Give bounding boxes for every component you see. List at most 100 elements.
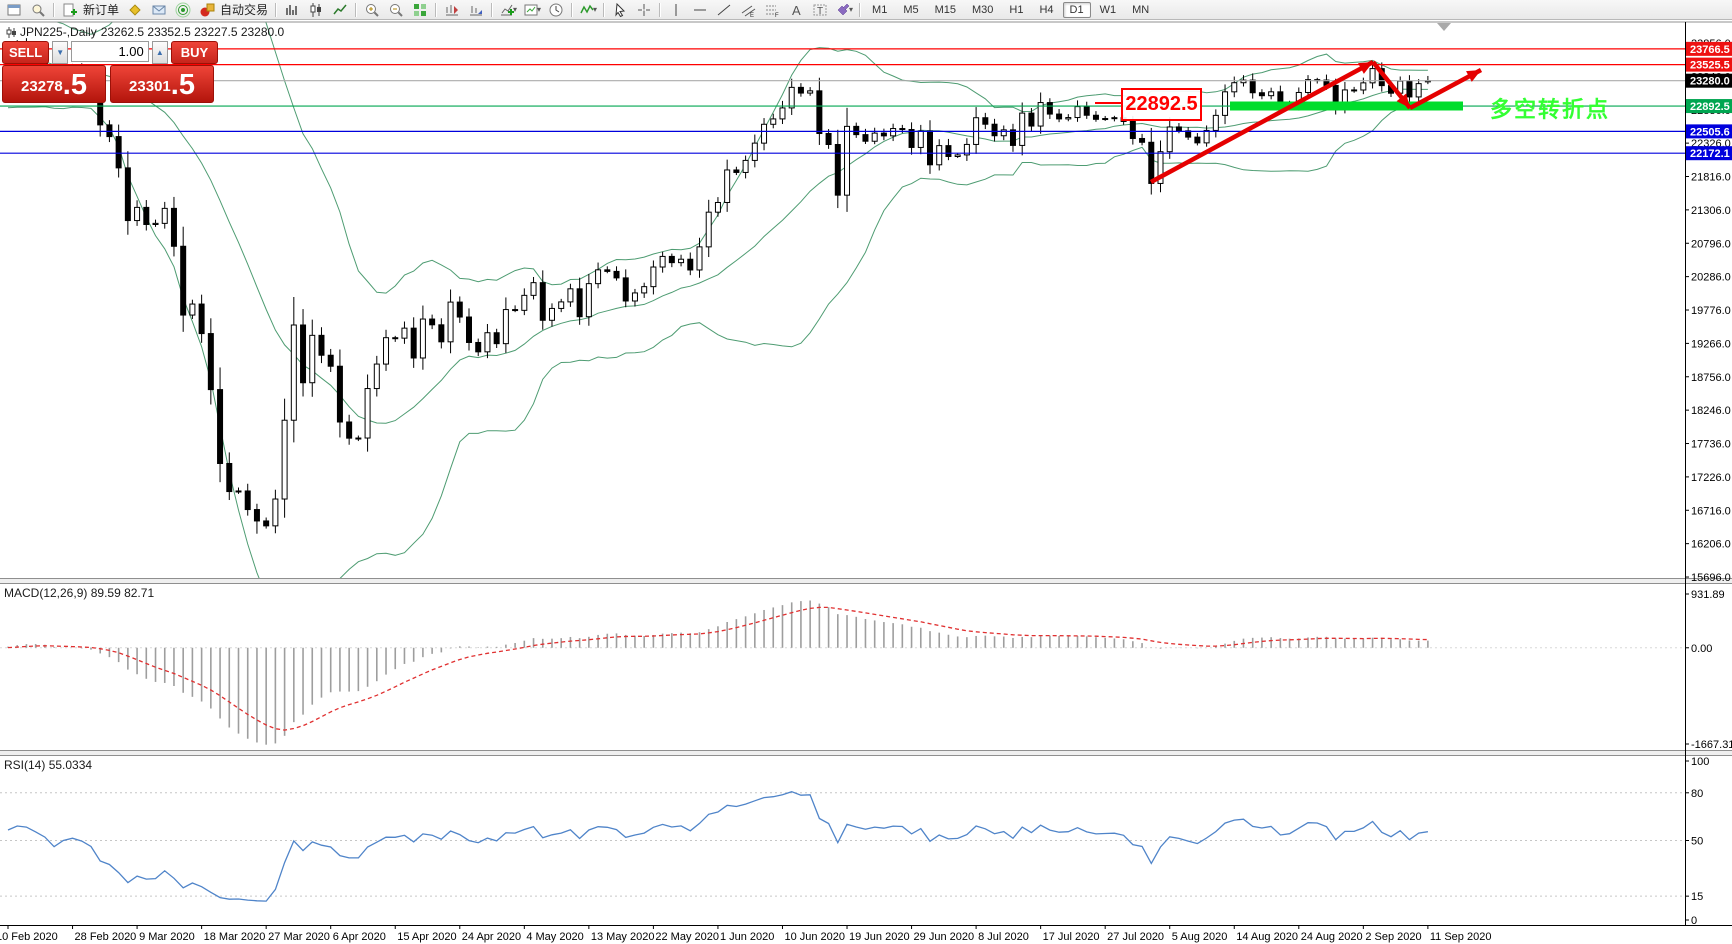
tab-timeframe-d1[interactable]: D1	[1062, 1, 1091, 18]
autotrade-label[interactable]: 自动交易	[220, 3, 269, 17]
new-window-icon[interactable]	[2, 0, 26, 19]
candle-body	[290, 324, 297, 421]
tab-timeframe-mn[interactable]: MN	[1132, 3, 1150, 16]
candle-body	[1009, 129, 1016, 146]
bar-chart-icon[interactable]	[280, 0, 304, 19]
zoom-out-icon[interactable]	[384, 0, 408, 19]
candle-body	[1360, 82, 1367, 91]
signal-icon[interactable]	[171, 0, 195, 19]
rsi-panel[interactable]	[0, 791, 1685, 902]
tab-timeframe-m1[interactable]: M1	[872, 3, 888, 16]
volume-input[interactable]: 1.00	[71, 41, 149, 62]
price-badge-label: 23280.0	[1690, 76, 1730, 88]
chart-title: JPN225-,Daily 23262.5 23352.5 23227.5 23…	[6, 25, 284, 39]
pivot-point-label[interactable]: 多空转折点	[1490, 97, 1611, 122]
clock-icon[interactable]	[544, 0, 568, 19]
arrows-icon[interactable]: ▾	[832, 0, 856, 19]
text-icon[interactable]: A	[784, 0, 808, 19]
trendline-icon[interactable]	[712, 0, 736, 19]
crosshair-icon[interactable]	[632, 0, 656, 19]
price-badge-label: 22892.5	[1690, 101, 1730, 113]
volume-decrease-button[interactable]: ▼	[52, 41, 69, 64]
sell-price-panel[interactable]: 23278.5	[2, 65, 106, 103]
buy-button[interactable]: BUY	[170, 41, 219, 64]
search-icon[interactable]	[26, 0, 50, 19]
trend-arrow-segment[interactable]	[1149, 60, 1375, 184]
candle-body	[945, 145, 952, 157]
candle-body	[991, 123, 998, 137]
tab-timeframe-m30[interactable]: M30	[972, 3, 994, 16]
sell-price-pip: .5	[62, 69, 87, 101]
fibonacci-icon[interactable]: F	[760, 0, 784, 19]
candle-body	[650, 266, 657, 288]
hline-icon[interactable]	[688, 0, 712, 19]
macd-panel[interactable]	[0, 600, 1685, 745]
rsi-indicator-label: RSI(14) 55.0334	[4, 758, 93, 772]
new-order-label[interactable]: 新订单	[83, 3, 120, 17]
tab-timeframe-m5[interactable]: M5	[903, 3, 919, 16]
candle-body	[742, 159, 749, 173]
candle-body	[1019, 112, 1026, 146]
price-badge-label: 23766.5	[1690, 44, 1730, 56]
candle-body	[567, 288, 574, 303]
cursor-icon[interactable]	[608, 0, 632, 19]
label-icon[interactable]: T	[808, 0, 832, 19]
candle-body	[401, 327, 408, 339]
date-tick-label: 9 Mar 2020	[139, 931, 195, 943]
toolbar-separator	[859, 2, 862, 17]
tab-timeframe-h1[interactable]: H1	[1009, 3, 1024, 16]
candle-body	[364, 388, 371, 439]
shift-end-icon[interactable]	[440, 0, 464, 19]
candle-body	[1194, 136, 1201, 144]
indicators-icon[interactable]: ▾	[576, 0, 600, 19]
level-annotation-box[interactable]: 22892.5	[1121, 88, 1202, 121]
candle-body	[502, 309, 509, 345]
toolbar-separator	[355, 2, 358, 17]
main-price-panel[interactable]	[0, 0, 1685, 609]
new-chart-icon[interactable]: ▾	[496, 0, 520, 19]
candlestick-mini-icon	[6, 26, 16, 38]
pivot-zone-bar[interactable]	[1230, 101, 1463, 111]
candle-body	[1203, 129, 1210, 144]
tab-timeframe-w1[interactable]: W1	[1099, 3, 1117, 16]
candle-body	[1102, 118, 1109, 121]
chart-frame: 15696.0 16206.0 16716.0 17226.0 17736.0 18246…	[0, 21, 1732, 943]
tile-windows-icon[interactable]	[408, 0, 432, 19]
new-order-icon[interactable]	[58, 0, 82, 19]
auto-scroll-icon[interactable]	[464, 0, 488, 19]
rsi-axis-label: 80	[1691, 788, 1703, 800]
candle-body	[530, 282, 537, 296]
buy-price-panel[interactable]: 23301.5	[110, 65, 214, 103]
panel-splitter[interactable]	[0, 750, 1732, 756]
tab-timeframe-h4[interactable]: H4	[1039, 3, 1054, 16]
price-badge	[1686, 57, 1732, 72]
candle-body	[410, 327, 417, 359]
price-tick-label: 19776.0	[1691, 305, 1731, 317]
candle-body	[244, 490, 251, 511]
chart-symbol-period: JPN225-,Daily	[20, 25, 97, 39]
candle-body	[300, 324, 307, 384]
main-toolbar: 新订单 自动交易 ▾ ▾ ▾ E F A T ▾ M1 M5 M15 M30 H1 H4 D1 W1 MN	[0, 0, 1732, 20]
zoom-in-icon[interactable]	[360, 0, 384, 19]
candle-body	[1212, 114, 1219, 131]
line-chart-icon[interactable]	[328, 0, 352, 19]
chart-scroll-marker-icon[interactable]	[1437, 23, 1451, 31]
profiles-icon[interactable]: ▾	[520, 0, 544, 19]
panel-splitter[interactable]	[0, 578, 1732, 584]
autotrade-icon[interactable]	[195, 0, 219, 19]
toolbar-separator	[435, 2, 438, 17]
tab-timeframe-m15[interactable]: M15	[934, 3, 956, 16]
sell-button[interactable]: SELL	[2, 41, 50, 64]
candle-chart-icon[interactable]	[304, 0, 328, 19]
candle-body	[484, 332, 491, 353]
buy-price-pip: .5	[170, 69, 195, 101]
candle-body	[1305, 79, 1312, 93]
volume-increase-button[interactable]: ▲	[151, 41, 168, 64]
vline-icon[interactable]	[664, 0, 688, 19]
date-tick-label: 27 Jul 2020	[1107, 931, 1164, 943]
deposit-icon[interactable]	[123, 0, 147, 19]
mail-icon[interactable]	[147, 0, 171, 19]
channel-icon[interactable]: E	[736, 0, 760, 19]
price-tick-label: 20286.0	[1691, 272, 1731, 284]
